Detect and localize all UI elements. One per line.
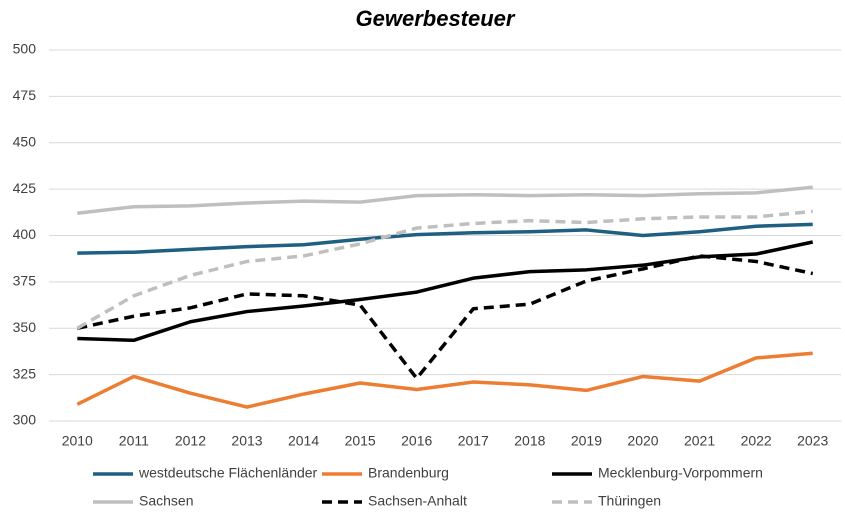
legend-label: Sachsen-Anhalt: [368, 493, 467, 509]
x-tick-label: 2020: [627, 433, 658, 449]
x-tick-label: 2011: [119, 433, 149, 449]
series-line: [76, 351, 813, 409]
y-tick-label: 375: [13, 273, 37, 289]
x-tick-label: 2014: [288, 433, 319, 449]
y-tick-label: 400: [13, 226, 37, 242]
x-tick-label: 2022: [741, 433, 772, 449]
x-tick-label: 2019: [571, 433, 602, 449]
y-tick-label: 475: [13, 87, 37, 103]
legend-label: Mecklenburg-Vorpommern: [598, 465, 763, 481]
x-tick-label: 2013: [231, 433, 262, 449]
x-tick-label: 2016: [401, 433, 432, 449]
x-tick-label: 2010: [62, 433, 93, 449]
series-line: [76, 209, 813, 330]
y-tick-label: 500: [13, 41, 37, 57]
x-tick-label: 2012: [175, 433, 206, 449]
x-tick-label: 2017: [458, 433, 489, 449]
series-line: [76, 254, 814, 381]
x-tick-label: 2023: [797, 433, 828, 449]
legend-label: Sachsen: [139, 493, 193, 509]
x-tick-label: 2015: [345, 433, 376, 449]
x-tick-label: 2018: [514, 433, 545, 449]
y-tick-label: 300: [13, 412, 37, 428]
series-line: [77, 222, 813, 255]
series-line: [77, 185, 813, 215]
y-tick-label: 325: [13, 365, 37, 381]
chart-title: Gewerbesteuer: [356, 6, 516, 31]
y-tick-label: 425: [13, 180, 37, 196]
x-tick-label: 2021: [684, 433, 715, 449]
y-tick-label: 450: [13, 133, 37, 149]
legend-label: Brandenburg: [368, 465, 449, 481]
legend-label: westdeutsche Flächenländer: [138, 465, 318, 481]
y-tick-label: 350: [13, 319, 37, 335]
legend-label: Thüringen: [598, 493, 661, 509]
